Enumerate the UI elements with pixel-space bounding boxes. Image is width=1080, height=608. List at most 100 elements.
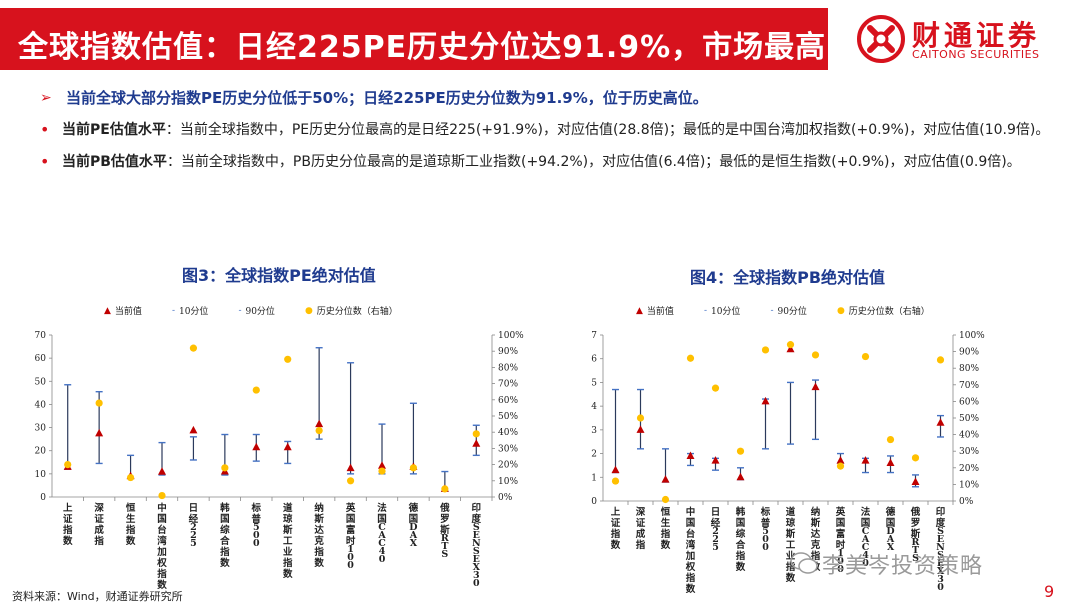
category-label: 法国 C A C 4 0 <box>377 502 387 565</box>
circle-marker-icon: ● <box>304 305 313 316</box>
legend-pb: ▲ 当前值 -10分位 -90分位 ● 历史分位数（右轴） <box>636 304 960 318</box>
category-label: 印度 S E N S E X 3 0 <box>936 506 946 593</box>
left-tick-label: 40 <box>35 400 47 410</box>
logo-emblem-icon <box>857 15 905 63</box>
left-tick-label: 10 <box>35 470 47 480</box>
left-tick-label: 2 <box>591 450 597 460</box>
legend-item-p90: -90分位 <box>238 304 275 318</box>
bullet-pb: • 当前PB估值水平：当前全球指数中，PB历史分位最高的是道琼斯工业指数(+94… <box>40 150 1050 174</box>
company-logo: 财通证券 CAITONG SECURITIES <box>852 8 1072 70</box>
bullet-text: ：当前全球指数中，PE历史分位最高的是日经225(+91.9%)，对应估值(28… <box>165 122 1050 138</box>
right-tick-label: 100% <box>498 331 524 341</box>
right-tick-label: 10% <box>959 480 979 490</box>
percentile-dot <box>636 414 645 422</box>
current-value-marker <box>158 467 166 475</box>
right-tick-label: 60% <box>959 397 979 407</box>
chart-title-pb: 图4：全球指数PB绝对估值 <box>690 268 886 287</box>
right-tick-label: 30% <box>959 447 979 457</box>
category-label: 上证指数 <box>610 506 621 551</box>
title-bar: 全球指数估值：日经225PE历史分位达91.9%，市场最高 <box>0 8 828 70</box>
right-tick-label: 10% <box>498 477 518 487</box>
logo-text-en: CAITONG SECURITIES <box>912 48 1040 61</box>
left-tick-label: 30 <box>35 424 47 434</box>
current-value-marker <box>636 425 645 433</box>
bullet-text: ：当前全球指数中，PB历史分位最高的是道琼斯工业指数(+94.2%)，对应估值(… <box>166 154 1021 170</box>
category-label: 上证指数 <box>62 502 73 547</box>
category-label: 俄罗斯 R T S <box>910 506 921 564</box>
right-tick-label: 90% <box>959 348 979 358</box>
right-tick-label: 20% <box>498 461 518 471</box>
current-value-marker <box>911 477 920 486</box>
percentile-dot <box>661 495 670 504</box>
header: 全球指数估值：日经225PE历史分位达91.9%，市场最高 财通证券 CAITO… <box>0 0 1080 78</box>
category-label: 德国 D A X <box>409 502 419 549</box>
bullet-dot-icon: • <box>40 120 50 139</box>
percentile-dot <box>284 355 292 363</box>
category-label: 韩国综合指数 <box>735 506 746 573</box>
percentile-dot <box>936 356 945 364</box>
legend-label: 10分位 <box>710 307 741 317</box>
percentile-dot <box>441 485 449 493</box>
legend-item-p10: -10分位 <box>172 304 209 318</box>
percentile-dot <box>611 477 620 485</box>
watermark-text: 李美岑投资策略 <box>822 554 984 579</box>
page-number: 9 <box>1044 582 1055 601</box>
right-tick-label: 80% <box>959 364 979 374</box>
legend-item-pct: ● 历史分位数（右轴） <box>836 304 930 318</box>
current-value-marker <box>95 428 104 437</box>
circle-marker-icon: ● <box>836 305 845 316</box>
category-label: 日经 2 2 5 <box>189 503 199 549</box>
percentile-dot <box>189 344 198 352</box>
percentile-dot <box>221 464 229 472</box>
legend-item-pct: ● 历史分位数（右轴） <box>304 304 398 318</box>
percentile-dot <box>95 399 103 407</box>
category-label: 标普 5 0 0 <box>251 502 262 549</box>
percentile-dot <box>736 447 745 455</box>
bullet-pe: • 当前PE估值水平：当前全球指数中，PE历史分位最高的是日经225(+91.9… <box>40 118 1050 142</box>
legend-item-p90: -90分位 <box>770 304 807 318</box>
category-label: 英国富时 1 0 0 <box>836 506 846 575</box>
right-tick-label: 40% <box>498 428 518 438</box>
bullet-dot-icon: • <box>40 152 50 171</box>
right-tick-label: 70% <box>498 380 518 390</box>
current-value-marker <box>472 439 481 447</box>
current-value-marker <box>736 472 745 481</box>
tick-marker-icon: - <box>770 305 774 316</box>
chart-title-pe: 图3：全球指数PE绝对估值 <box>182 266 376 285</box>
percentile-dot <box>472 430 480 438</box>
legend-item-current: ▲ 当前值 <box>104 304 142 318</box>
right-tick-label: 20% <box>959 464 979 474</box>
wechat-icon <box>790 552 818 574</box>
right-tick-label: 0% <box>959 497 974 507</box>
percentile-dot <box>811 351 820 359</box>
percentile-dot <box>378 467 386 475</box>
source-note: 资料来源：Wind，财通证券研究所 <box>12 590 183 603</box>
legend-pe: ▲ 当前值 -10分位 -90分位 ● 历史分位数（右轴） <box>104 304 428 318</box>
right-tick-label: 0% <box>498 493 513 503</box>
triangle-marker-icon: ▲ <box>104 305 111 316</box>
category-label: 日经 2 2 5 <box>711 507 721 553</box>
category-label: 中国台湾加权指数 <box>156 502 167 591</box>
legend-label: 90分位 <box>777 307 807 317</box>
right-tick-label: 100% <box>959 331 985 341</box>
left-tick-label: 60 <box>35 354 47 364</box>
current-value-marker <box>252 442 261 451</box>
percentile-dot <box>64 461 72 469</box>
percentile-dot <box>409 464 418 472</box>
percentile-dot <box>861 352 870 361</box>
current-value-marker <box>836 456 845 464</box>
current-value-marker <box>346 463 355 472</box>
right-tick-label: 40% <box>959 431 979 441</box>
percentile-dot <box>346 477 355 485</box>
summary-bullets: ➢ 当前全球大部分指数PE历史分位低于50%；日经225PE历史分位数为91.9… <box>40 86 1050 174</box>
summary-line: ➢ 当前全球大部分指数PE历史分位低于50%；日经225PE历史分位数为91.9… <box>40 86 1050 110</box>
triangle-marker-icon: ▲ <box>636 305 643 316</box>
right-tick-label: 90% <box>498 347 518 357</box>
pe-valuation-chart: 0 10 20 30 40 50 60 70 0% 10% 20% 30% 40% 50% 60% 70% 80… <box>35 331 525 591</box>
percentile-dot <box>686 354 695 362</box>
current-value-marker <box>811 382 820 391</box>
percentile-dot <box>315 426 323 435</box>
arrow-bullet-icon: ➢ <box>40 90 52 106</box>
left-tick-label: 0 <box>591 497 597 507</box>
percentile-dot <box>252 386 260 394</box>
